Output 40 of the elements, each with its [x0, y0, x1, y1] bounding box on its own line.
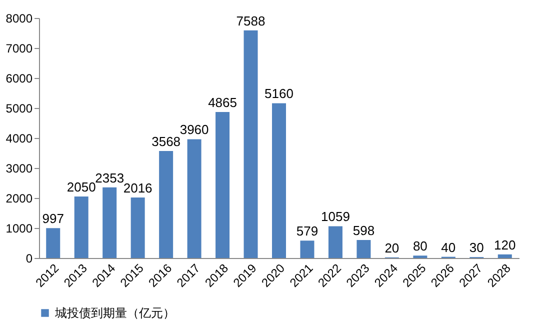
data-label: 997	[42, 211, 64, 226]
bar	[74, 196, 88, 258]
y-tick-label: 4000	[6, 132, 33, 146]
data-label: 2050	[66, 180, 96, 194]
y-tick-label: 8000	[6, 12, 33, 26]
bar	[272, 103, 286, 258]
y-tick-label: 6000	[6, 72, 33, 86]
bar	[216, 112, 230, 258]
data-label: 1059	[321, 209, 350, 224]
legend-label: 城投债到期量（亿元）	[54, 306, 175, 320]
data-label: 4865	[208, 95, 237, 110]
bar	[244, 30, 258, 258]
data-label: 579	[296, 224, 318, 239]
data-label: 3960	[180, 122, 209, 138]
data-label: 5160	[264, 86, 294, 102]
data-label: 20	[384, 240, 400, 256]
y-tick-label: 2000	[6, 192, 33, 206]
y-tick-label: 5000	[6, 102, 33, 116]
bar	[102, 187, 117, 258]
data-label: 598	[352, 223, 375, 238]
data-label: 7588	[236, 13, 266, 28]
y-tick-label: 0	[26, 252, 33, 266]
data-label: 2353	[95, 170, 124, 186]
bar	[498, 254, 512, 258]
bar	[328, 226, 342, 258]
data-label: 3568	[152, 134, 181, 149]
bar	[46, 228, 60, 258]
data-label: 120	[494, 237, 516, 252]
data-label: 40	[441, 240, 456, 255]
bar	[187, 139, 202, 258]
data-label: 80	[412, 238, 428, 254]
y-tick-label: 3000	[6, 162, 33, 176]
y-tick-label: 7000	[6, 42, 33, 56]
bar	[130, 198, 145, 258]
bar	[300, 240, 314, 258]
bar	[356, 240, 371, 258]
data-label: 30	[469, 240, 484, 256]
y-tick-label: 1000	[6, 222, 33, 236]
data-label: 2016	[123, 180, 152, 196]
bar	[159, 150, 174, 258]
